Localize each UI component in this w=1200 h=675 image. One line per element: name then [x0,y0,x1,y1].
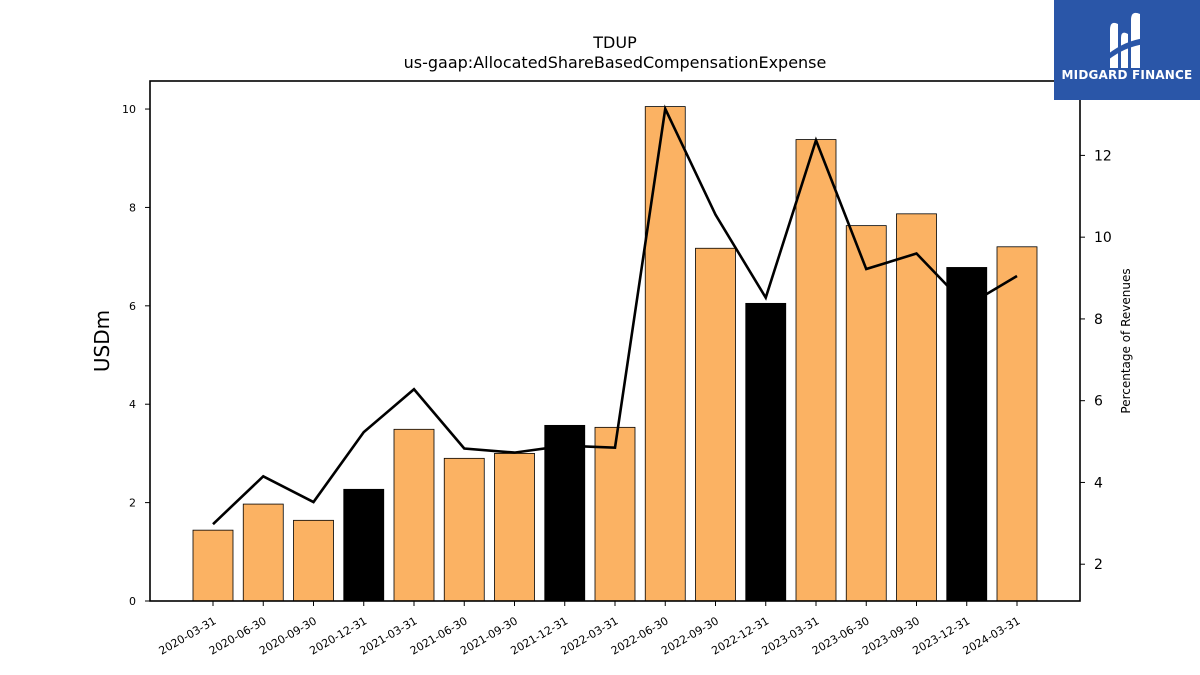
bar [745,302,787,602]
logo-mark-icon [1108,12,1146,68]
bar [946,267,988,602]
y-axis-label: USDm [90,310,114,372]
bar [293,519,334,602]
bar [896,213,937,602]
bar [544,424,586,602]
y2-tick-label: 4 [1094,475,1103,491]
revenue-pct-line [212,104,1018,526]
brand-logo: MIDGARD FINANCE [1054,0,1200,100]
y2-tick-label: 12 [1094,148,1112,164]
y-tick-label: 8 [129,201,136,214]
bar [494,453,535,602]
bars-layer [192,106,1038,602]
y2-axis-label: Percentage of Revenues [1119,268,1133,413]
bar [695,247,736,602]
y-tick-label: 4 [129,398,136,411]
bar [594,426,636,602]
bar [242,503,284,602]
bar [845,225,887,602]
bar [393,428,435,602]
bar [343,488,385,602]
y-tick-label: 2 [129,497,136,510]
brand-name: MIDGARD FINANCE [1061,68,1193,82]
bar [795,139,837,602]
bar [996,246,1038,602]
y-tick-label: 10 [122,103,136,116]
chart-subtitle: us-gaap:AllocatedShareBasedCompensationE… [404,53,827,72]
y2-tick-label: 10 [1094,230,1112,246]
x-tick-label: 2024-03-31 [961,614,1023,657]
bar [644,106,686,602]
y2-tick-label: 6 [1094,394,1103,410]
bar [192,529,234,602]
y2-tick-label: 8 [1094,312,1103,328]
y-tick-label: 6 [129,300,136,313]
chart-title: TDUP [592,33,637,52]
bar [443,457,485,602]
line-layer [212,104,1018,526]
y2-tick-label: 2 [1094,557,1103,573]
y-tick-label: 0 [129,595,136,608]
